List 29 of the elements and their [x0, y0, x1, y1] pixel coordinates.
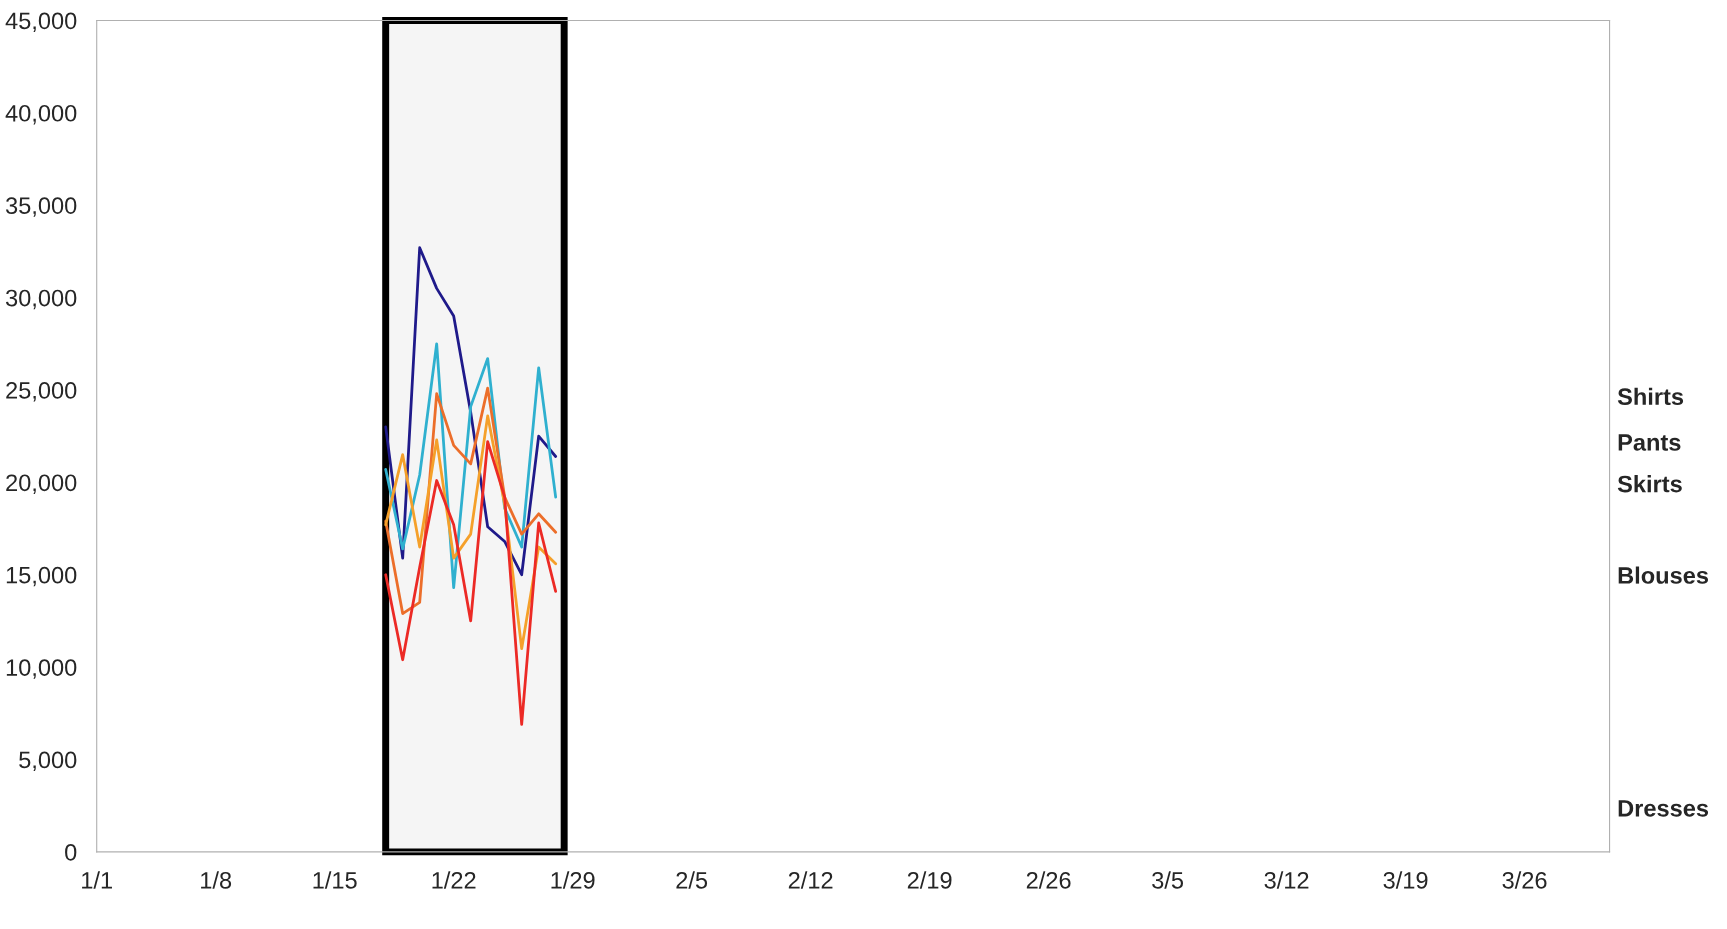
y-tick-label: 35,000 [5, 197, 77, 217]
x-tick-label: 1/1 [82, 871, 112, 889]
text: Skirts [1617, 475, 1682, 493]
y-tick-label: 45,000 [5, 12, 77, 33]
x-tick-label: 1/22 [432, 871, 476, 889]
x-tick-label: 3/26 [1502, 871, 1547, 889]
y-tick-label: 10,000 [6, 659, 77, 679]
x-tick-label: 3/5 [1152, 871, 1184, 889]
x-tick-label: 1/15 [313, 871, 357, 889]
y-tick-label: 0 [65, 843, 77, 861]
text: Blouses [1618, 566, 1709, 584]
text: Pants [1618, 434, 1681, 451]
x-tick-label: 2/26 [1026, 871, 1071, 889]
y-tick-label: 20,000 [6, 474, 77, 494]
x-tick-label: 1/8 [201, 871, 232, 889]
text: Shirts [1617, 387, 1684, 406]
line-series [384, 440, 558, 726]
x-tick-label: 2/5 [676, 871, 708, 889]
x-tick-label: 3/12 [1264, 871, 1309, 889]
y-tick-label: 5,000 [19, 751, 77, 772]
x-tick-label: 2/19 [907, 871, 952, 889]
text: Dresses [1618, 800, 1709, 817]
y-tick-label: 30,000 [5, 289, 77, 310]
x-tick-label: 2/12 [788, 871, 833, 889]
y-tick-label: 15,000 [6, 566, 77, 587]
y-tick-label: 40,000 [5, 104, 77, 125]
x-tick-label: 3/19 [1383, 871, 1428, 889]
y-tick-label: 25,000 [6, 382, 77, 402]
x-tick-label: 1/29 [551, 871, 595, 889]
